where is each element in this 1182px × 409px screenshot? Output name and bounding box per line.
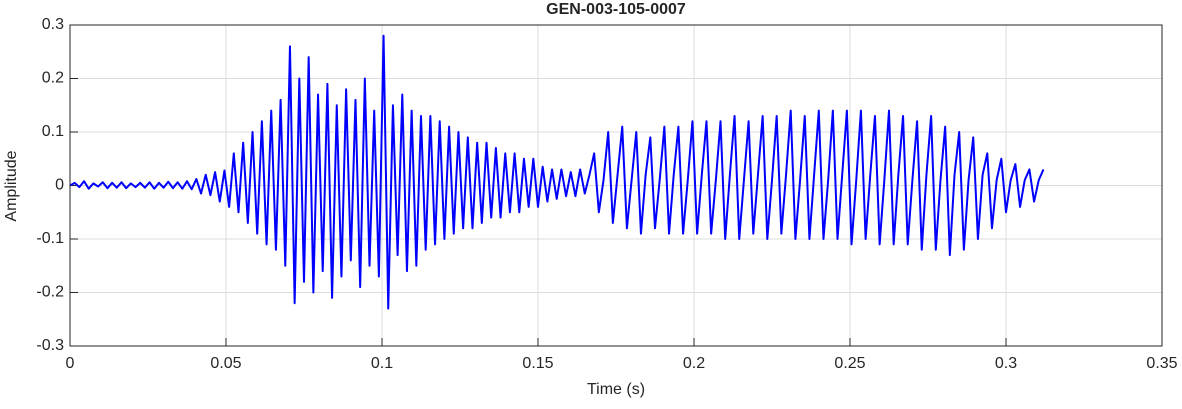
y-tick-label: 0 [55, 177, 64, 194]
plot-frame [69, 24, 1163, 347]
y-tick-label: 0.2 [42, 70, 64, 87]
y-tick-label: 0.3 [42, 16, 64, 33]
y-tick-label: 0.1 [42, 123, 64, 140]
waveform-line [69, 34, 1045, 310]
chart-title: GEN-003-105-0007 [546, 1, 686, 18]
x-tick-label: 0.3 [995, 355, 1017, 372]
x-axis-label: Time (s) [587, 381, 645, 398]
x-tick-label: 0.35 [1146, 355, 1177, 372]
y-axis-label: Amplitude [3, 150, 20, 221]
x-tick-label: 0.15 [522, 355, 553, 372]
x-tick-label: 0.25 [834, 355, 865, 372]
x-tick-label: 0.05 [210, 355, 241, 372]
x-tick-label: 0.2 [683, 355, 705, 372]
y-tick-label: -0.1 [36, 230, 64, 247]
y-tick-label: -0.3 [36, 337, 64, 354]
y-tick-label: -0.2 [36, 284, 64, 301]
x-tick-label: 0 [66, 355, 75, 372]
x-tick-label: 0.1 [371, 355, 393, 372]
